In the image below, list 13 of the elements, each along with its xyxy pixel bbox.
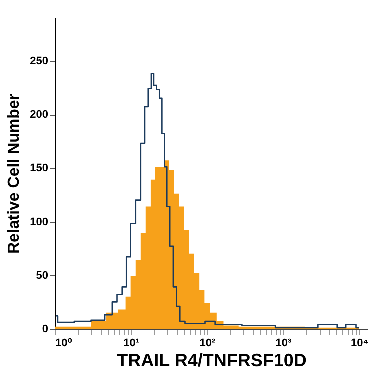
y-tick-label: 0 xyxy=(42,324,48,336)
x-tick-label: 10³ xyxy=(276,338,292,350)
y-tick-label: 250 xyxy=(30,55,48,68)
y-axis-title: Relative Cell Number xyxy=(6,94,24,254)
x-tick-label: 10¹ xyxy=(124,338,140,350)
y-tick-label: 50 xyxy=(36,270,48,282)
x-tick-label: 10² xyxy=(200,338,216,350)
y-tick-label: 150 xyxy=(30,162,48,175)
x-tick-label: 10⁴ xyxy=(350,338,369,350)
y-tick-label: 100 xyxy=(30,216,48,228)
x-tick-label: 10⁰ xyxy=(56,338,73,350)
y-tick-label: 200 xyxy=(30,109,48,122)
x-axis-title: TRAIL R4/TNFRSF10D xyxy=(117,350,307,370)
